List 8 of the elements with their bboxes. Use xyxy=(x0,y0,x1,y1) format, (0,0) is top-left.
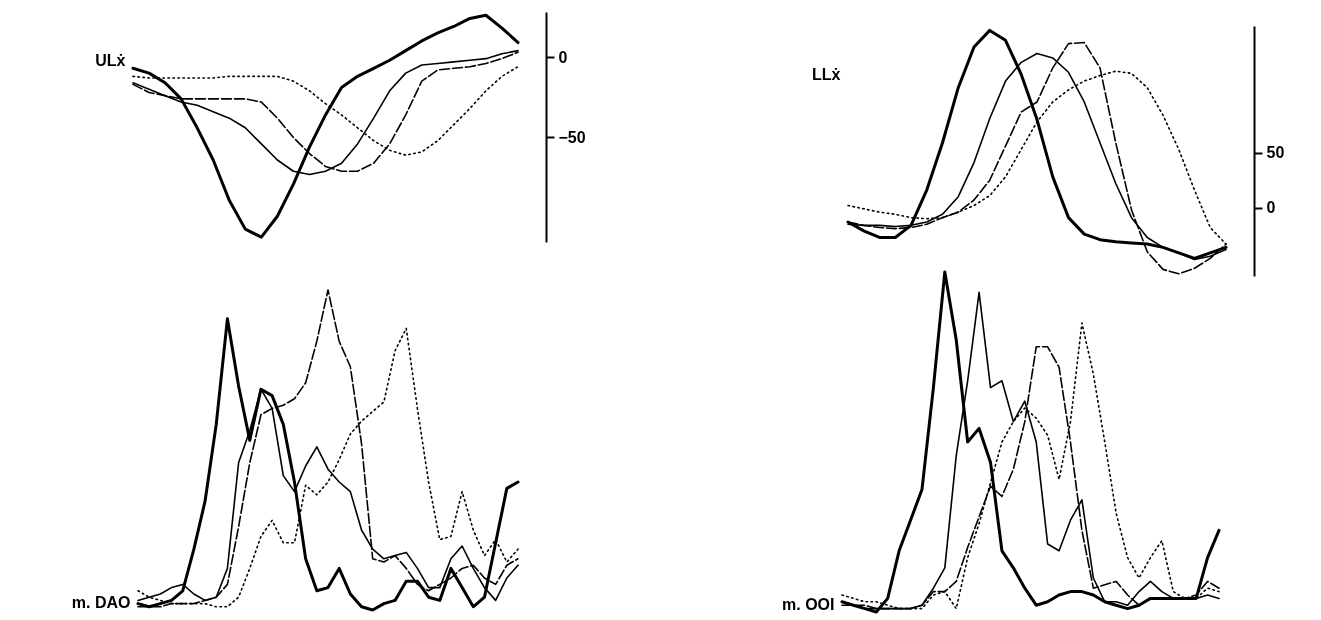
y-tick-label: 0 xyxy=(1266,199,1276,217)
y-axis-title: m. DAO xyxy=(71,593,131,611)
y-axis-title: m. OOI xyxy=(782,595,835,613)
y-tick-label: −50 xyxy=(558,128,586,146)
y-axis-title: LLẋ xyxy=(812,65,841,83)
y-tick-label: 50 xyxy=(1266,144,1285,162)
y-tick-label: 0 xyxy=(558,48,568,66)
y-axis-title: ULẋ xyxy=(95,51,126,69)
